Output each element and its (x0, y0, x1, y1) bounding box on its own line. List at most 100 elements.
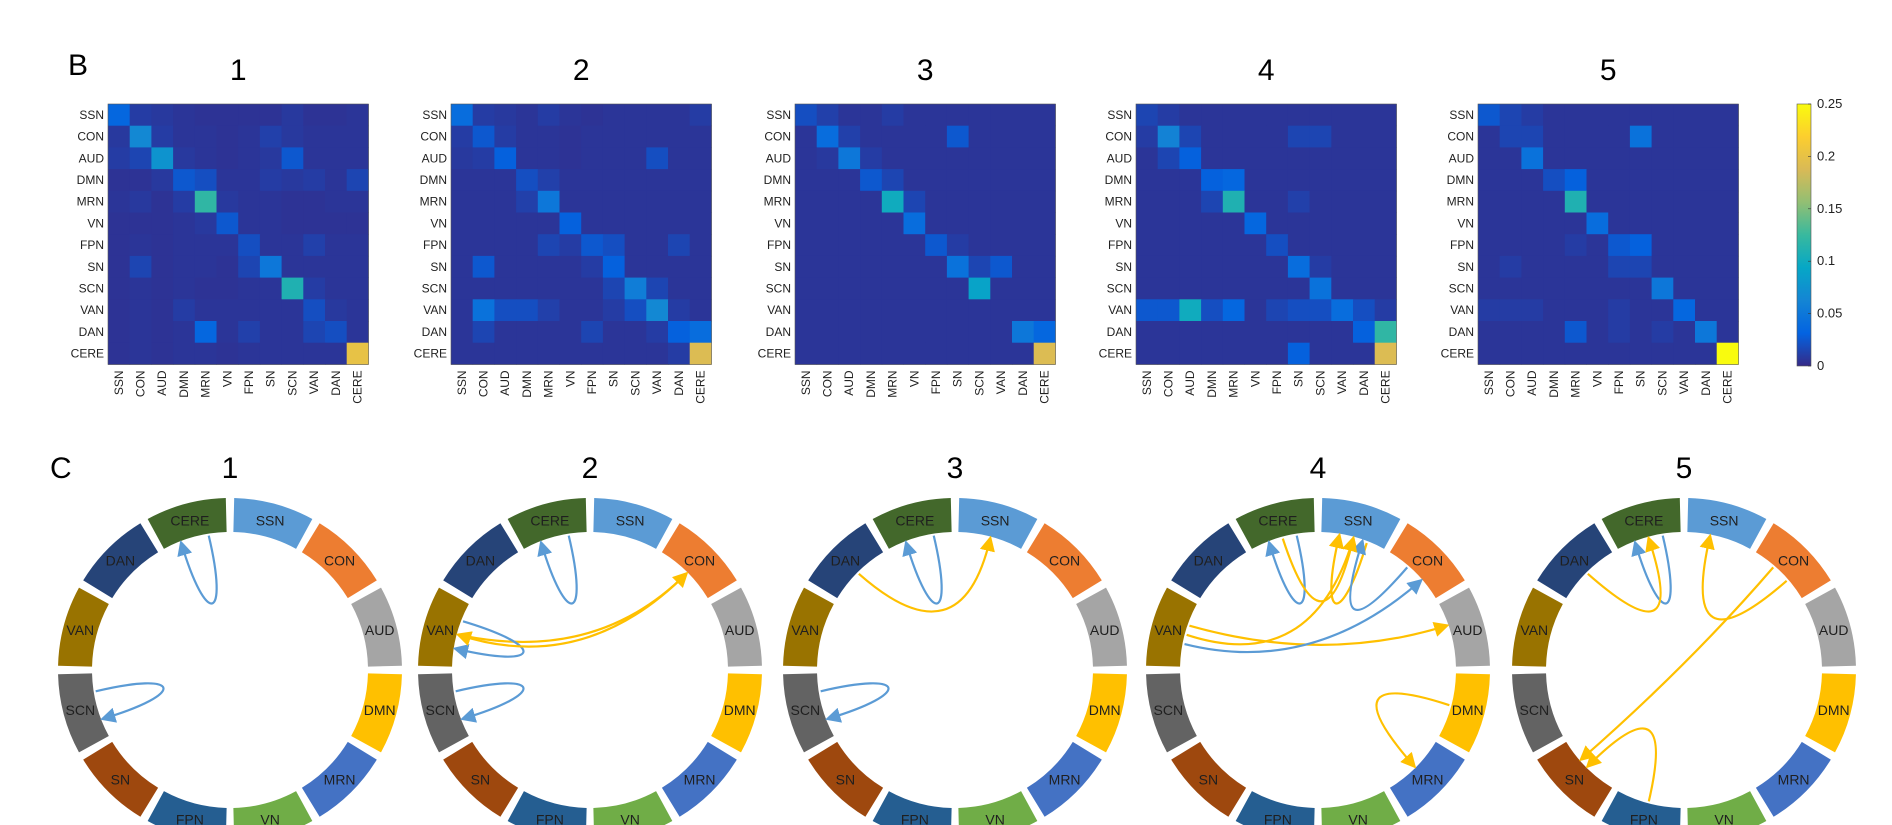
heatmap-cell (624, 342, 647, 365)
heatmap-cell (346, 190, 369, 213)
heatmap-cell (668, 125, 691, 148)
segment-ssn (958, 498, 1038, 549)
heatmap-cell (516, 299, 539, 322)
heatmap-cell (173, 234, 196, 257)
row-tick-label: CON (1105, 130, 1132, 144)
heatmap-cell (1136, 190, 1159, 213)
heatmap-cell (173, 169, 196, 192)
heatmap-4: 4 SSN CON AUD DMN MRN VN FPN SN SCN VAN DAN CERE SSN C… (1099, 54, 1397, 404)
heatmap-cell (1179, 190, 1202, 213)
heatmap-cell (1033, 321, 1056, 344)
row-tick-label: CON (1447, 130, 1474, 144)
heatmap-cell (1266, 255, 1289, 278)
row-tick-label: DMN (77, 173, 104, 187)
heatmap-cell (537, 190, 560, 213)
heatmap-cell (238, 277, 261, 300)
heatmap-cell (281, 125, 304, 148)
col-tick-label: AUD (1183, 370, 1197, 396)
heatmap-cell (1374, 104, 1397, 127)
heatmap-cell (689, 125, 712, 148)
heatmap-cell (646, 321, 669, 344)
connection-arrow (95, 682, 165, 723)
heatmap-cell (1374, 147, 1397, 170)
heatmap-cell (1478, 342, 1501, 365)
heatmap-cell (1586, 255, 1609, 278)
heatmap-cell (602, 190, 625, 213)
heatmap-cell (1543, 147, 1566, 170)
heatmap-cell (860, 212, 883, 235)
col-tick-label: SN (951, 370, 965, 387)
row-tick-label: VN (1457, 216, 1474, 230)
segment-label: SSN (981, 512, 1010, 528)
segment-aud (711, 587, 762, 667)
segment-sn (808, 741, 884, 817)
col-tick-label: VAN (1677, 370, 1691, 394)
heatmap-cell (1012, 169, 1035, 192)
heatmap-cell (1695, 277, 1718, 300)
heatmap-cell (1629, 234, 1652, 257)
heatmap-cell (1033, 342, 1056, 365)
heatmap-cell (1136, 169, 1159, 192)
heatmap-cell (1353, 125, 1376, 148)
heatmap-cell (946, 212, 969, 235)
segment-van (1146, 587, 1197, 667)
segment-fpn (872, 791, 952, 825)
heatmap-cell (1309, 147, 1332, 170)
heatmap-cell (1499, 277, 1522, 300)
row-tick-label: CON (77, 130, 104, 144)
segment-label: CERE (170, 512, 209, 528)
segment-aud (1439, 587, 1490, 667)
segment-label: MRN (1049, 772, 1081, 788)
heatmap-cell (1543, 299, 1566, 322)
heatmap-cell (194, 255, 217, 278)
heatmap-cell (1136, 234, 1159, 257)
segment-label: CON (324, 552, 355, 568)
heatmap-cell (1179, 277, 1202, 300)
heatmap-cell (1266, 169, 1289, 192)
connection-arrow (537, 535, 578, 605)
heatmap-cell (581, 212, 604, 235)
heatmap-cell (151, 321, 174, 344)
heatmap-cell (303, 299, 326, 322)
col-tick-label: VN (1248, 370, 1262, 387)
col-tick-label: FPN (242, 370, 256, 394)
heatmap-cell (1716, 255, 1739, 278)
heatmap-cell (472, 147, 495, 170)
heatmap-cell (1012, 342, 1035, 365)
heatmap-cell (1157, 190, 1180, 213)
heatmap-cell (1033, 234, 1056, 257)
col-tick-label: CERE (1038, 370, 1052, 403)
heatmap-cell (1716, 321, 1739, 344)
heatmap-cell (346, 342, 369, 365)
row-tick-label: SN (1115, 260, 1132, 274)
segment-sn (1537, 741, 1613, 817)
col-tick-label: CON (477, 370, 491, 397)
heatmap-cell (1309, 212, 1332, 235)
heatmap-cell (238, 169, 261, 192)
segment-dmn (351, 673, 402, 753)
heatmap-cell (1673, 104, 1696, 127)
heatmap-cell (990, 125, 1013, 148)
row-tick-label: AUD (422, 151, 448, 165)
segment-mrn (1389, 741, 1465, 817)
heatmap-cell (581, 125, 604, 148)
heatmap-cell (1521, 299, 1544, 322)
heatmap-cell (516, 212, 539, 235)
heatmap-cell (1651, 342, 1674, 365)
heatmap-cell (1136, 277, 1159, 300)
chord-diagram-5: 5 SSN CON AUD DMN MRN VN FPN SN SCN VAN DAN CERE (1512, 452, 1856, 825)
heatmap-cell (303, 190, 326, 213)
heatmap-cell (1266, 212, 1289, 235)
heatmap-cell (1478, 212, 1501, 235)
heatmap-cell (516, 255, 539, 278)
heatmap-1: 1 SSN CON AUD DMN MRN VN FPN SN SCN VAN DAN CERE SSN C… (71, 54, 369, 404)
heatmap-cell (581, 342, 604, 365)
heatmap-cell (129, 255, 152, 278)
segment-label: DMN (1089, 702, 1121, 718)
heatmap-cell (1136, 255, 1159, 278)
heatmap-cell (108, 299, 131, 322)
heatmap-cell (108, 212, 131, 235)
segment-vn (1687, 791, 1767, 825)
heatmap-cell (194, 169, 217, 192)
heatmap-cell (259, 234, 282, 257)
